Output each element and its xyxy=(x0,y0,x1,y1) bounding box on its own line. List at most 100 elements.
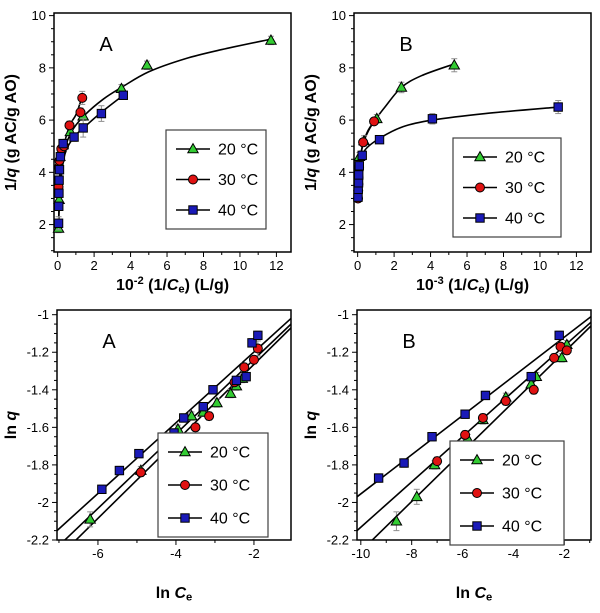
y-tick-label: -2.2 xyxy=(27,533,49,548)
triangle-marker xyxy=(448,58,461,70)
legend: 20 °C 30 °C 40 °C xyxy=(452,137,562,238)
circle-marker xyxy=(369,116,380,127)
x-tick-label: 0 xyxy=(354,258,361,273)
legend-label: 30 °C xyxy=(505,180,545,197)
y-tick-label: -1.2 xyxy=(27,345,49,360)
panel-label: B xyxy=(402,331,415,353)
square-marker xyxy=(54,188,64,198)
legend-circle-marker xyxy=(180,480,190,490)
chart-svg: -10 -8 -6 -4 -2 -1 -1.2 -1.4 -1.6 -1.8 -2 -2.2 20 °C… xyxy=(303,307,592,604)
x-axis-title: ln Ce xyxy=(456,585,492,604)
legend-triangle-marker xyxy=(186,142,200,154)
x-tick-label: -4 xyxy=(508,546,520,561)
square-marker xyxy=(53,218,64,228)
y-tick-label: -1.8 xyxy=(327,457,349,472)
legend-label: 40 °C xyxy=(218,203,258,220)
chart-panel-a-isotherm: 0 2 4 6 8 10 12 2 4 6 8 10 20 °C 30 °C 40 °C A 10-2 (1/C… xyxy=(0,0,300,300)
square-marker xyxy=(208,385,218,395)
legend-triangle-marker xyxy=(178,445,192,457)
triangle-marker xyxy=(555,351,568,363)
square-marker xyxy=(78,123,88,133)
x-tick-label: 6 xyxy=(163,258,170,273)
square-marker xyxy=(247,338,257,348)
panel-label: A xyxy=(99,34,113,56)
chart-panel-a-freundlich: -6 -4 -2 -1 -1.2 -1.4 -1.6 -1.8 -2 -2.2 20 °C 30 °C… xyxy=(0,300,300,608)
circle-marker xyxy=(64,120,75,131)
square-marker xyxy=(54,165,65,175)
circle-marker xyxy=(204,411,215,422)
square-marker xyxy=(253,330,263,341)
legend: 20 °C 30 °C 40 °C xyxy=(165,129,267,230)
x-tick-label: 4 xyxy=(427,258,434,273)
triangle-marker xyxy=(390,514,403,526)
legend-label: 40 °C xyxy=(502,519,542,536)
square-marker xyxy=(55,151,66,162)
x-tick-label: 0 xyxy=(54,258,61,273)
y-tick-label: 2 xyxy=(39,217,46,232)
x-tick-label: -10 xyxy=(351,546,370,561)
circle-marker xyxy=(358,137,369,148)
y-tick-label: -1.6 xyxy=(327,420,349,435)
y-tick-label: 6 xyxy=(39,113,46,128)
circle-marker xyxy=(561,345,572,356)
legend-triangle-marker xyxy=(473,150,487,162)
panel-label: B xyxy=(399,34,412,56)
y-axis-title: ln q xyxy=(3,411,20,440)
square-marker xyxy=(427,432,437,442)
y-tick-label: -1.4 xyxy=(327,382,349,397)
circle-marker xyxy=(190,422,201,433)
circle-marker xyxy=(477,412,488,423)
legend-label: 30 °C xyxy=(502,486,542,503)
legend-label: 20 °C xyxy=(502,453,542,470)
square-marker xyxy=(231,375,242,386)
x-tick-label: 12 xyxy=(269,258,283,273)
x-tick-label: 8 xyxy=(500,258,507,273)
square-marker xyxy=(114,465,125,476)
y-tick-label: -1 xyxy=(37,307,49,322)
x-tick-label: 2 xyxy=(90,258,97,273)
chart-svg: 0 2 4 6 8 10 12 2 4 6 8 10 20 °C 30 °C 40 °C A 10-2 (1/C… xyxy=(3,8,292,296)
square-marker xyxy=(118,90,128,100)
legend-label: 20 °C xyxy=(505,150,545,167)
series-40C xyxy=(353,102,563,202)
legend-circle-marker xyxy=(188,174,198,185)
square-marker xyxy=(526,371,536,382)
y-tick-label: -2 xyxy=(37,495,49,510)
triangle-marker xyxy=(224,387,237,398)
x-tick-label: 12 xyxy=(569,258,583,273)
square-marker xyxy=(374,134,385,145)
y-tick-label: 10 xyxy=(332,8,346,23)
circle-marker xyxy=(549,352,560,363)
circle-marker xyxy=(500,396,511,407)
legend-triangle-marker xyxy=(470,453,484,465)
x-tick-label: 10 xyxy=(233,258,247,273)
chart-panel-b-freundlich: -10 -8 -6 -4 -2 -1 -1.2 -1.4 -1.6 -1.8 -2 -2.2 20 °C… xyxy=(300,300,600,608)
y-tick-label: -1.8 xyxy=(27,457,49,472)
x-tick-label: -4 xyxy=(170,546,182,561)
circle-marker xyxy=(239,362,250,373)
triangle-marker xyxy=(140,58,154,70)
circle-marker xyxy=(135,467,146,478)
y-tick-label: -1.6 xyxy=(27,420,49,435)
square-marker xyxy=(58,138,68,149)
y-tick-label: -1 xyxy=(337,307,349,322)
square-marker xyxy=(54,201,64,211)
y-axis-title: 1/q (g AC/g AO) xyxy=(3,74,20,191)
x-tick-label: 8 xyxy=(200,258,207,273)
triangle-marker xyxy=(210,396,223,408)
x-tick-label: 4 xyxy=(127,258,134,273)
legend-label: 20 °C xyxy=(210,445,250,462)
square-marker xyxy=(373,473,384,483)
square-marker xyxy=(553,102,563,112)
square-marker xyxy=(357,150,367,161)
x-tick-label: 6 xyxy=(463,258,470,273)
chart-svg: 0 2 4 6 8 10 12 2 4 6 8 10 20 °C 30 °C 40 °C B 10-3 (1/C… xyxy=(303,8,592,296)
triangle-marker xyxy=(410,490,423,502)
legend-label: 30 °C xyxy=(218,172,258,189)
square-marker xyxy=(179,413,189,423)
legend-label: 20 °C xyxy=(218,142,258,159)
series-40C xyxy=(53,90,128,228)
x-tick-label: -2 xyxy=(559,546,571,561)
legend: 20 °C 30 °C 40 °C xyxy=(449,440,565,546)
